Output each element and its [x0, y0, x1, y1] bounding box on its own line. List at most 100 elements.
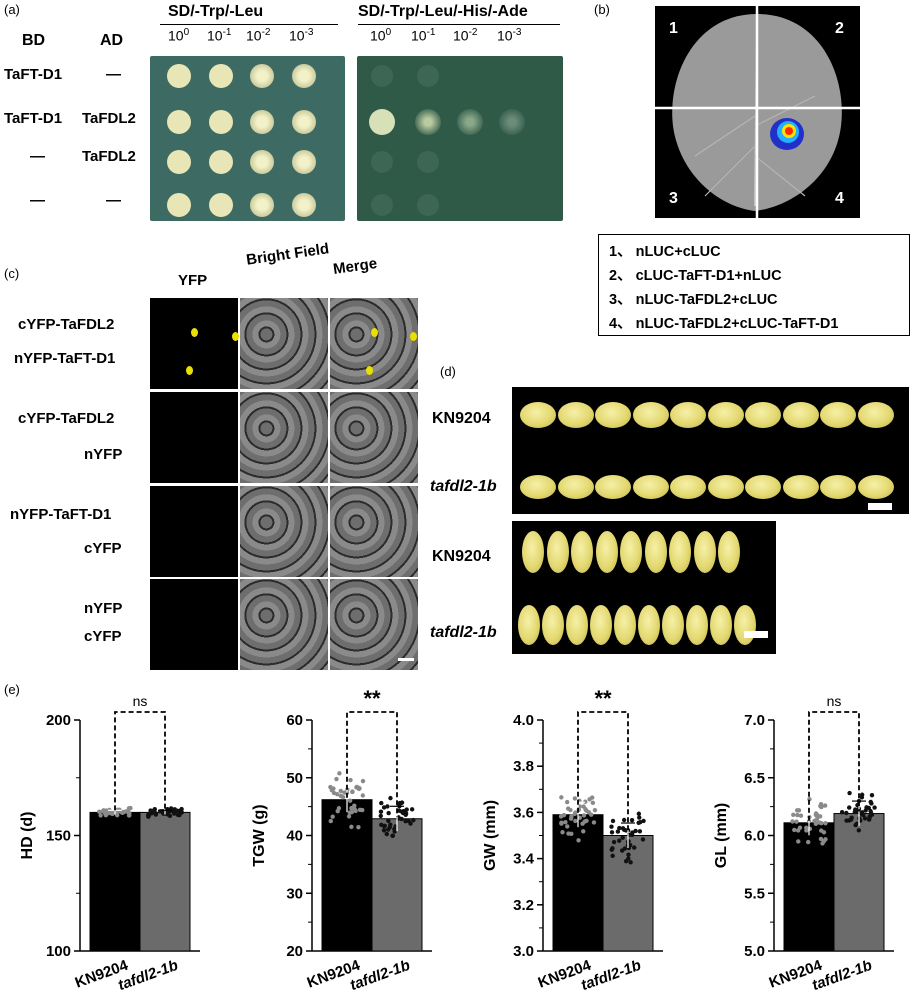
data-point	[378, 809, 384, 814]
data-point	[337, 771, 342, 776]
grain	[566, 605, 588, 645]
yfp-signal	[232, 332, 239, 341]
data-point	[127, 813, 132, 818]
bar	[552, 814, 604, 952]
yeast-spot	[209, 64, 233, 88]
grain	[557, 475, 594, 499]
legend-item-3: 3、 nLUC-TaFDL2+cLUC	[609, 292, 778, 308]
data-point	[632, 845, 637, 850]
grain	[710, 605, 732, 645]
data-point	[844, 818, 849, 823]
yeast-spot	[371, 151, 393, 173]
yeast-spot	[167, 64, 191, 88]
d-top-label-2: tafdl2-1b	[430, 478, 497, 495]
data-point	[569, 814, 574, 819]
c-row2-line1: cYFP-TaFDL2	[18, 410, 115, 427]
yeast-spot	[369, 109, 395, 135]
data-point	[98, 813, 103, 818]
data-point	[854, 821, 860, 826]
data-point	[591, 820, 597, 825]
data-point	[360, 793, 366, 798]
data-point	[381, 805, 387, 810]
data-point	[583, 799, 588, 804]
yfp-signal	[410, 332, 417, 341]
quadrant-1-label: 1	[669, 20, 678, 37]
data-point	[565, 824, 570, 829]
plate1-title: SD/-Trp/-Leu	[168, 3, 264, 20]
data-point	[566, 831, 571, 836]
data-point	[384, 831, 389, 837]
scale-bar-d-top	[868, 503, 892, 510]
data-point	[586, 810, 592, 815]
data-point	[392, 826, 397, 832]
data-point	[146, 813, 151, 818]
row3-ad: TaFDL2	[82, 148, 136, 165]
data-point	[844, 810, 849, 816]
data-point	[153, 811, 159, 816]
data-point	[406, 818, 411, 824]
d-bottom-label-1: KN9204	[432, 548, 491, 565]
significance-label: ns	[133, 693, 148, 709]
data-point	[626, 852, 631, 857]
grain	[518, 605, 540, 645]
panel-e-tag: (e)	[4, 682, 20, 697]
grain	[644, 531, 667, 573]
dilution-label: 10-1	[207, 27, 232, 44]
row1-bd: TaFT-D1	[4, 66, 63, 83]
data-point	[637, 829, 643, 834]
data-point	[167, 813, 173, 818]
yfp-signal	[186, 366, 193, 375]
data-point	[352, 803, 357, 808]
yeast-spot	[457, 109, 483, 135]
c-row2-line2: nYFP	[84, 446, 123, 463]
plate2-title: SD/-Trp/-Leu/-His/-Ade	[358, 3, 528, 20]
y-tick-label: 3.4	[513, 851, 535, 868]
significance-bracket	[808, 711, 860, 821]
grain	[820, 402, 856, 428]
grain	[522, 531, 544, 573]
grain	[520, 475, 556, 499]
grain	[670, 402, 706, 428]
grain	[707, 475, 744, 499]
row3-bd: —	[30, 148, 45, 165]
data-point	[823, 821, 828, 826]
significance-bracket	[577, 711, 629, 834]
yeast-spot	[209, 150, 233, 174]
data-point	[577, 804, 582, 809]
y-tick-label: 60	[286, 712, 303, 729]
merge-image	[330, 486, 418, 577]
grain	[632, 402, 669, 428]
data-point	[620, 835, 625, 840]
data-point	[177, 810, 182, 816]
data-point	[559, 795, 564, 800]
scale-bar-c	[398, 658, 414, 661]
col-merge: Merge	[332, 255, 379, 278]
data-point	[819, 821, 824, 826]
y-tick-label: 3.2	[513, 897, 534, 914]
grain	[632, 475, 669, 499]
yfp-signal	[366, 366, 373, 375]
grain	[595, 402, 631, 428]
data-point	[379, 800, 384, 806]
yeast-spot	[417, 65, 439, 87]
y-tick-label: 40	[286, 828, 303, 845]
data-point	[795, 812, 800, 818]
data-point	[633, 828, 638, 834]
significance-label: **	[594, 690, 612, 711]
d-top-label-1: KN9204	[432, 410, 491, 427]
c-row4-line1: nYFP	[84, 600, 123, 617]
significance-label: **	[363, 690, 381, 711]
data-point	[853, 807, 858, 812]
data-point	[620, 826, 626, 831]
col-yfp: YFP	[178, 272, 208, 289]
data-point	[103, 808, 109, 814]
data-point	[640, 837, 646, 842]
yeast-spot	[417, 194, 439, 216]
dilution-label: 10-3	[497, 27, 522, 44]
row4-bd: —	[30, 192, 45, 209]
data-point	[350, 789, 355, 795]
yfp-signal	[191, 328, 198, 337]
data-point	[349, 805, 354, 811]
y-tick-label: 150	[46, 828, 71, 845]
legend-item-4: 4、 nLUC-TaFDL2+cLUC-TaFT-D1	[609, 316, 839, 332]
